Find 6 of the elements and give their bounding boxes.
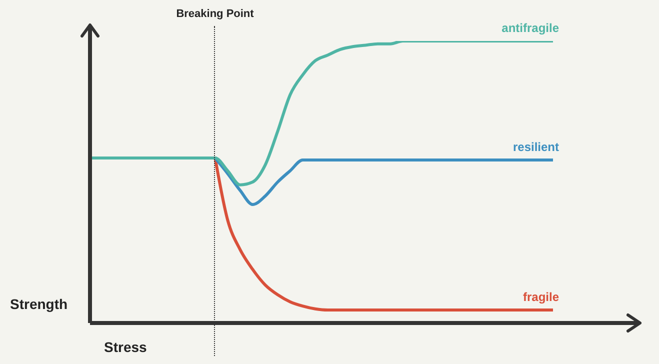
- text: Breaking Point: [176, 8, 254, 20]
- series-label: resilient: [512, 140, 559, 154]
- x-axis-title: Stress: [104, 339, 147, 355]
- y-axis-title: Strength: [10, 296, 68, 312]
- series-label: antifragile: [502, 21, 560, 35]
- series-label: fragile: [522, 290, 560, 304]
